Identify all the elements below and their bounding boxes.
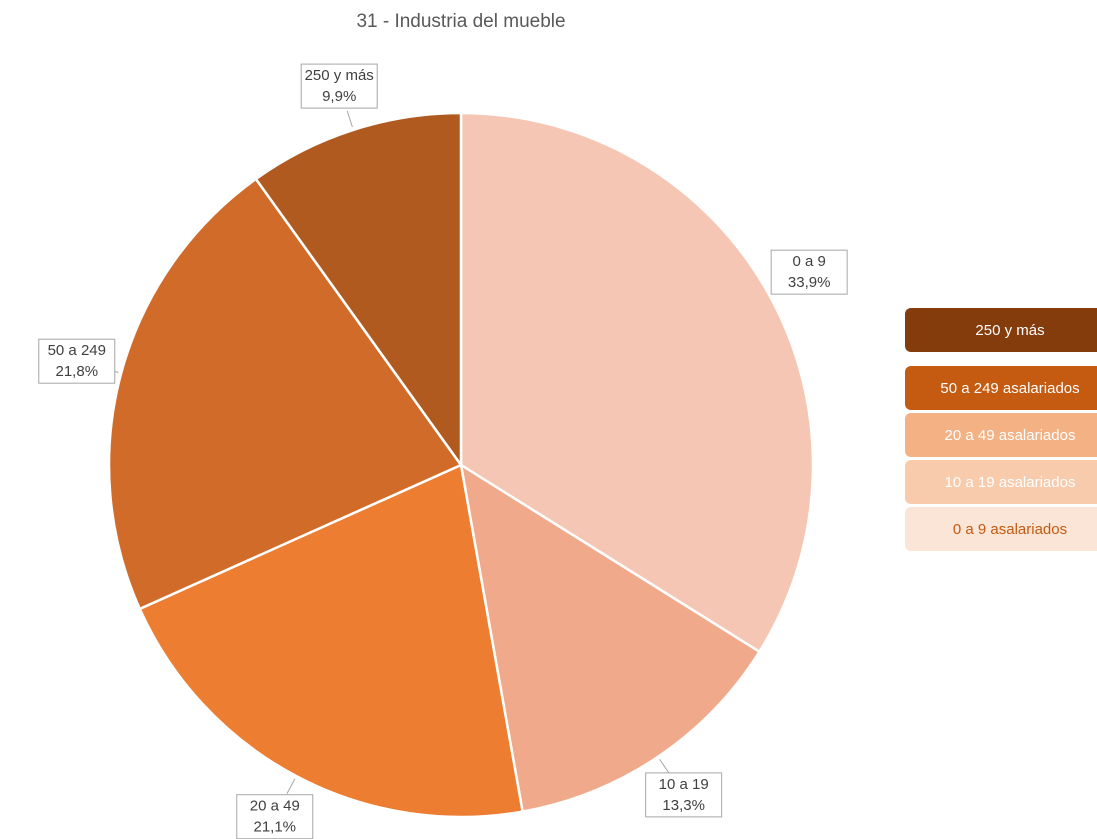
label-box: [236, 794, 314, 839]
pie-slice: [138, 463, 525, 819]
slice-label: 250 y más: [305, 67, 374, 84]
slice-label: 0 a 9: [792, 253, 825, 270]
slice-label: 20 a 49: [250, 798, 300, 815]
pie-slice: [459, 111, 815, 654]
pie-slice: [254, 111, 463, 469]
label-leader: [659, 758, 670, 774]
legend-item: 10 a 19 asalariados: [905, 460, 1097, 504]
legend-label: 50 a 249 asalariados: [940, 380, 1079, 397]
legend-label: 0 a 9 asalariados: [953, 521, 1067, 538]
label-box: [645, 772, 723, 818]
chart-title: 31 - Industria del mueble: [356, 11, 565, 32]
legend-item: 250 y más: [905, 308, 1097, 352]
legend-swatch: [905, 308, 1097, 352]
legend-swatch: [905, 507, 1097, 551]
legend-item: 0 a 9 asalariados: [905, 507, 1097, 551]
label-box: [300, 63, 378, 109]
slice-value-label: 13,3%: [662, 797, 705, 814]
label-leader: [346, 110, 353, 128]
label-box: [38, 338, 116, 384]
legend-label: 20 a 49 asalariados: [945, 427, 1076, 444]
legend-label: 250 y más: [975, 322, 1044, 339]
legend-swatch: [905, 366, 1097, 410]
slice-value-label: 9,9%: [322, 88, 356, 105]
slice-label: 50 a 249: [48, 342, 106, 359]
legend-item: 50 a 249 asalariados: [905, 366, 1097, 410]
pie-slice: [459, 462, 762, 814]
legend-swatch: [905, 413, 1097, 457]
slice-value-label: 33,9%: [788, 274, 831, 291]
label-box: [770, 249, 848, 295]
label-leader: [286, 778, 296, 794]
pie-slice: [107, 177, 463, 611]
legend-swatch: [905, 460, 1097, 504]
slice-value-label: 21,1%: [253, 819, 296, 836]
slice-label: 10 a 19: [659, 776, 709, 793]
legend-label: 10 a 19 asalariados: [945, 474, 1076, 491]
legend-item: 20 a 49 asalariados: [905, 413, 1097, 457]
slice-value-label: 21,8%: [56, 363, 99, 380]
